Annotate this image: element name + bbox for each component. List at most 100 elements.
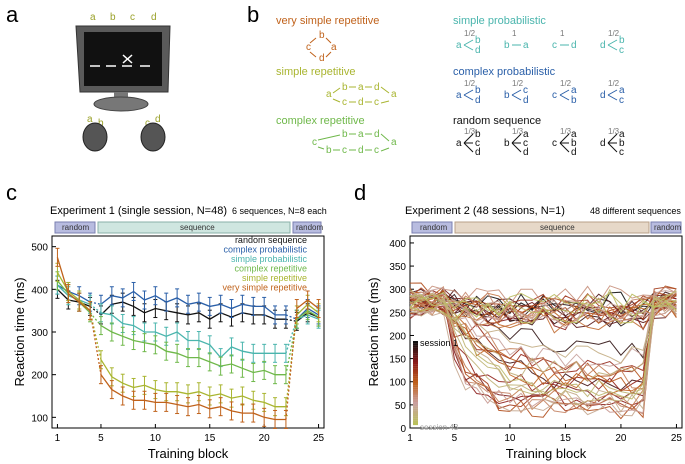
simple_prob-group-d: 1/2d bc [600,29,625,56]
cr-node-c1: c [374,145,379,156]
y-tick-label: 200 [31,371,48,382]
x-axis-label: Training block [148,446,229,461]
legend-entry: simple probabilistic [231,254,308,264]
to-node: a [619,129,625,140]
colorbar-bottom-label: session 48 [420,423,459,432]
vs-arrows [309,37,332,58]
y-tick-label: 200 [389,331,406,342]
x-tick-label: 20 [259,433,271,444]
colorbar-top-label: session 1 [420,338,458,348]
prob-label: 1/3 [464,127,476,136]
sr-node-d3: a [326,89,332,100]
colorbar-swatch [413,420,418,423]
legend-entry: very simple repetitive [222,283,307,293]
session-trace [409,294,677,406]
colorbar-swatch [413,368,418,371]
hand-right-label-c: c [145,118,150,129]
panel-d-chart: Experiment 2 (48 sessions, N=1) 48 diffe… [366,205,683,461]
session-trace [409,300,677,324]
colorbar-swatch [413,408,418,411]
from-node: a [456,40,462,51]
to-node: c [619,45,624,56]
colorbar-swatch [413,355,418,358]
cr-node-d1: d [374,129,380,140]
legend-entry: simple repetitive [242,273,307,283]
colorbar-swatch [413,401,418,405]
random_seq-group-d: 1/3d abc [600,127,625,158]
panel-d-phase-random-2-label: random [654,223,681,232]
cr-node-d2: d [358,145,364,156]
sr-node-a1: a [358,82,364,93]
hand-left-label-a: a [87,114,93,125]
x-tick-label: 25 [671,433,683,444]
series-line [100,374,286,421]
prob-label: 1/2 [464,29,476,38]
colorbar-swatch [413,412,418,415]
complex-prob-groups: 1/2a bd1/2b cd1/2c ab1/2d ac [456,79,625,106]
session-trace [409,296,677,390]
panel-label-d: d [354,180,366,205]
simple_prob-group-a: 1/2a bd [456,29,481,56]
session-trace [409,300,677,334]
panel-c-phase-random-2 [292,221,322,234]
colorbar-swatch [413,422,418,426]
sr-node-c1: c [374,97,379,108]
y-axis-label: Reaction time (ms) [366,277,381,386]
colorbar-swatch [413,418,418,421]
chart-d-colorbar: session 1 session 48 [413,338,459,432]
cr-node-a1: a [358,129,364,140]
key-label-a: a [90,12,96,23]
series-line [100,359,286,408]
panel-d-note: 48 different sequences [590,206,681,216]
session-trace [409,292,677,317]
transition-arrow [463,142,474,153]
colorbar-swatch [413,349,418,352]
to-node: b [475,129,481,140]
session-trace [409,289,677,398]
transition-arrow [607,89,618,96]
plot-frame [409,235,683,429]
series-line [100,290,286,316]
series-line [100,312,286,359]
monitor-neck [114,92,128,100]
cr-node-b1: b [342,129,348,140]
colorbar-swatch [413,397,418,400]
transition-arrow [463,94,474,101]
y-tick-label: 150 [389,355,406,366]
series-line [56,257,91,312]
to-node: c [475,138,480,149]
prob-label: 1/2 [464,79,476,88]
prob-label: 1/2 [512,79,524,88]
to-node: c [619,147,624,158]
y-tick-label: 400 [389,239,406,250]
prob-label: 1/2 [560,79,572,88]
y-tick-label: 100 [31,413,48,424]
from-node: c [552,40,557,51]
colorbar-swatch [413,395,418,398]
simple-rep-diagram: b a d a c d c a [326,82,397,108]
colorbar-swatch [413,343,418,346]
complex_prob-group-b: 1/2b cd [504,79,529,106]
random_seq-group-c: 1/3c abd [552,127,577,158]
colorbar-swatch [413,389,418,392]
colorbar-swatch [413,406,418,409]
colorbar-swatch [413,387,418,390]
colorbar-swatch [413,414,418,417]
session-trace [409,300,677,329]
panel-label-b: b [247,2,259,27]
colorbar-swatch [413,364,418,367]
prob-label: 1 [512,29,517,38]
vs-node-c: c [306,42,311,53]
y-tick-label: 300 [31,328,48,339]
session-trace [409,300,677,415]
colorbar-swatch [413,393,418,396]
transition-arrow [559,142,570,153]
transition-arrow [607,133,618,144]
complex-rep-title: complex repetitive [276,115,365,127]
x-tick-label: 15 [204,433,216,444]
series-very-simple-repetitive [55,247,321,429]
sr-node-d1: d [374,82,380,93]
complex-prob-title: complex probabilistic [453,66,556,78]
